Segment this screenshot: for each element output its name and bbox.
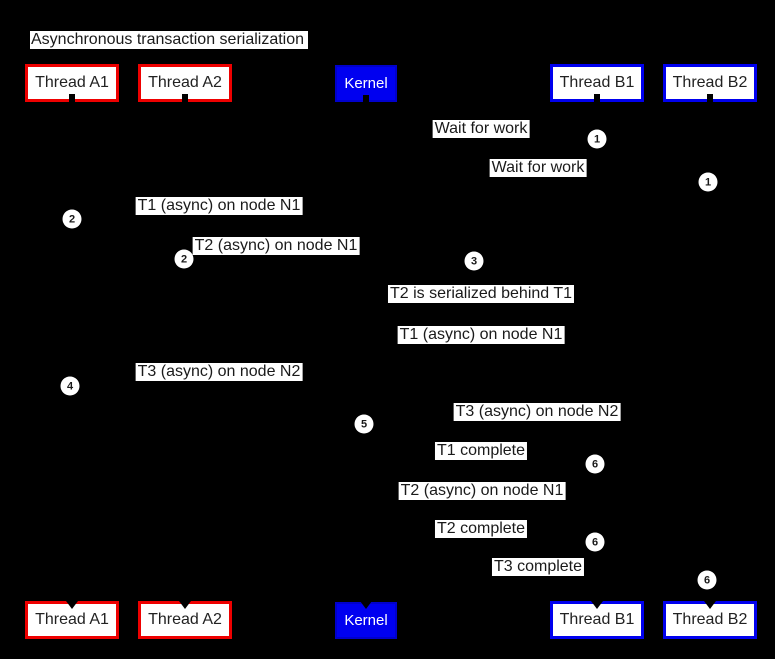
actor-top-thread-b1: Thread B1 [550,64,644,102]
actor-top-thread-a2: Thread A2 [138,64,232,102]
message-t2-async-node-n1-a2: T2 (async) on node N1 [192,237,360,255]
actor-bottom-thread-a1: Thread A1 [25,601,119,639]
message-t1-async-node-n1-b1: T1 (async) on node N1 [397,326,565,344]
note-t2-serialized-behind-t1: T2 is serialized behind T1 [387,285,575,303]
message-t2-async-node-n1-b1: T2 (async) on node N1 [398,482,566,500]
step-marker-4: 4 [60,376,80,396]
step-marker-1-b2: 1 [698,172,718,192]
message-t3-async-node-n2-b2: T3 (async) on node N2 [453,403,621,421]
diagram-title: Asynchronous transaction serialization [30,31,309,49]
message-t3-async-node-n2-a1: T3 (async) on node N2 [135,363,303,381]
step-marker-6-b1-second: 6 [585,532,605,552]
message-t3-complete: T3 complete [491,558,585,576]
step-marker-2-a1: 2 [62,209,82,229]
actor-bottom-thread-a2: Thread A2 [138,601,232,639]
message-t1-async-node-n1-a1: T1 (async) on node N1 [135,197,303,215]
message-wait-for-work-b2: Wait for work [489,159,587,177]
step-marker-1-b1: 1 [587,129,607,149]
step-marker-6-b2: 6 [697,570,717,590]
message-t2-complete: T2 complete [434,520,528,538]
step-marker-3: 3 [464,251,484,271]
message-t1-complete: T1 complete [434,442,528,460]
step-marker-2-a2: 2 [174,249,194,269]
step-marker-6-b1-first: 6 [585,454,605,474]
actor-bottom-thread-b2: Thread B2 [663,601,757,639]
actor-top-thread-b2: Thread B2 [663,64,757,102]
actor-top-kernel: Kernel [335,65,397,102]
actor-top-thread-a1: Thread A1 [25,64,119,102]
step-marker-5: 5 [354,414,374,434]
actor-bottom-kernel: Kernel [335,602,397,639]
message-wait-for-work-b1: Wait for work [432,120,530,138]
actor-bottom-thread-b1: Thread B1 [550,601,644,639]
